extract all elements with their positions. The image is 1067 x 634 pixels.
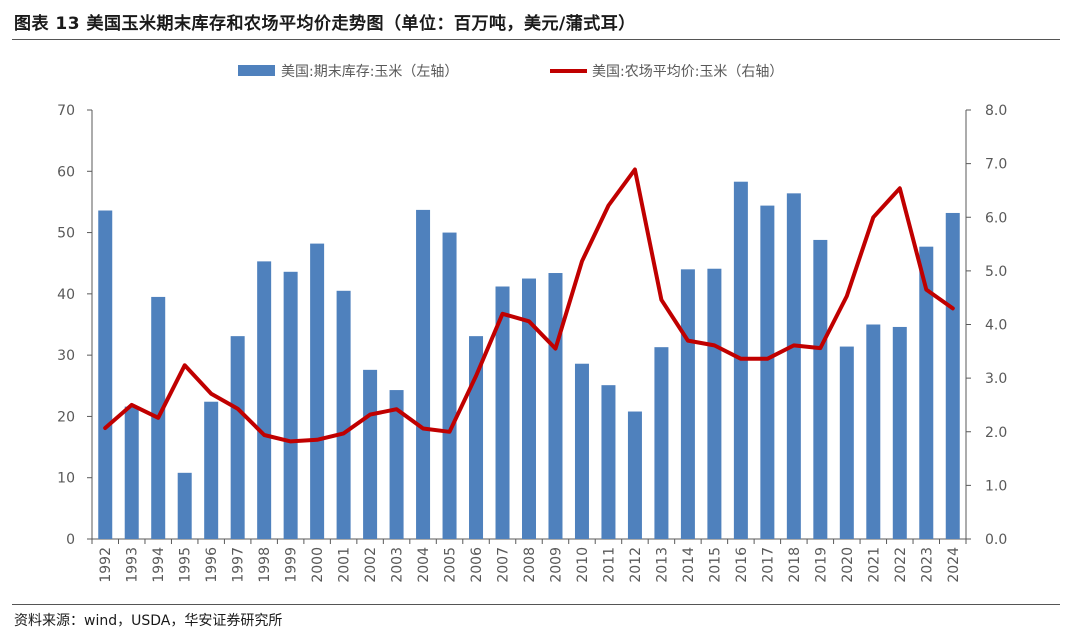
y-left-tick-label: 70 [57,103,75,119]
x-tick-label: 2003 [390,547,406,583]
bar [283,271,298,539]
legend-line-swatch [550,69,587,73]
bar [760,205,775,539]
y-left-tick-label: 30 [57,348,75,364]
bottom-divider [12,604,1060,605]
x-tick-label: 2009 [548,547,564,583]
bar [654,347,669,539]
x-tick-label: 1996 [204,547,220,583]
bar [363,369,378,539]
x-tick-label: 2015 [707,547,723,583]
x-tick-label: 2000 [310,547,326,583]
axes: 0 10 20 30 40 50 60 70 0.0 1.0 2.0 3.0 4.0 5.0 6.0 7.0 8… [57,103,1007,583]
y-right-tick-label: 8.0 [985,103,1007,119]
x-tick-label: 2022 [893,547,909,583]
bar [495,286,510,539]
bar [548,273,563,539]
y-left-tick-label: 50 [57,226,75,242]
x-tick-label: 2001 [337,547,353,583]
bar [522,278,536,539]
x-tick-label: 1999 [284,547,300,583]
bar [892,326,907,539]
bar [627,411,642,539]
bar [310,243,325,540]
x-tick-label: 2021 [866,547,882,583]
chart-title: 图表 13 美国玉米期末库存和农场平均价走势图（单位：百万吨，美元/蒲式耳） [14,14,636,34]
y-left-tick-label: 40 [57,287,75,303]
y-left-tick-label: 20 [57,409,75,425]
price-line [103,167,955,444]
bar [786,193,801,539]
bar [680,269,695,539]
x-tick-label: 2004 [416,547,432,583]
x-tick-label: 1995 [178,547,194,583]
y-right-tick-label: 0.0 [985,532,1007,548]
legend: 美国:期末库存:玉米（左轴） 美国:农场平均价:玉米（右轴） [238,64,783,80]
x-tick-label: 2002 [363,547,379,583]
y-right-tick-label: 4.0 [985,318,1007,334]
bar [442,232,457,540]
bar [177,472,192,539]
x-tick-label: 2007 [496,547,512,583]
bar [257,261,272,539]
bar [416,209,431,539]
x-tick-label: 2018 [787,547,803,583]
x-tick-label: 1997 [231,547,247,583]
bar-series [98,181,960,540]
x-tick-label: 2019 [813,547,829,583]
x-tick-label: 2016 [734,547,750,583]
bar [866,324,881,539]
chart: 美国:期末库存:玉米（左轴） 美国:农场平均价:玉米（右轴） 0 10 20 30 40… [57,64,1007,583]
source-note: 资料来源：wind，USDA，华安证券研究所 [14,613,283,629]
bar [204,401,219,539]
bar [124,406,139,539]
x-tick-label: 2013 [654,547,670,583]
y-right-tick-label: 3.0 [985,371,1007,387]
y-right-tick-label: 6.0 [985,210,1007,226]
bar [839,346,854,539]
bar [601,385,616,539]
y-left-tick-label: 10 [57,471,75,487]
bar [919,246,934,539]
legend-bar-swatch [238,65,275,76]
bar [813,239,828,539]
legend-line-label: 美国:农场平均价:玉米（右轴） [592,64,783,80]
y-right-tick-label: 2.0 [985,425,1007,441]
bar [945,212,960,539]
bar [230,336,245,539]
x-tick-label: 2020 [840,547,856,583]
legend-bar-label: 美国:期末库存:玉米（左轴） [281,64,458,80]
x-tick-label: 2012 [628,547,644,583]
y-right-tick-label: 5.0 [985,264,1007,280]
x-tick-label: 2006 [469,547,485,583]
bar [707,268,722,539]
x-tick-label: 2005 [443,547,459,583]
x-tick-label: 1993 [125,547,141,583]
x-tick-label: 2014 [681,547,697,583]
top-divider [12,39,1060,40]
y-left-tick-label: 60 [57,164,75,180]
x-tick-label: 2008 [522,547,538,583]
x-tick-label: 1998 [257,547,273,583]
x-tick-label: 1992 [98,547,114,583]
x-tick-label: 2017 [760,547,776,583]
bar [389,390,404,539]
x-tick-label: 2011 [601,547,617,583]
x-tick-label: 2023 [919,547,935,583]
y-left-tick-label: 0 [66,532,75,548]
x-tick-label: 1994 [151,547,167,583]
x-tick-label: 2024 [946,547,962,583]
bar [336,290,351,539]
bar [574,363,589,539]
bar [98,210,113,539]
line-series [103,167,955,444]
y-right-tick-label: 7.0 [985,157,1007,173]
x-tick-label: 2010 [575,547,591,583]
y-right-tick-label: 1.0 [985,478,1007,494]
